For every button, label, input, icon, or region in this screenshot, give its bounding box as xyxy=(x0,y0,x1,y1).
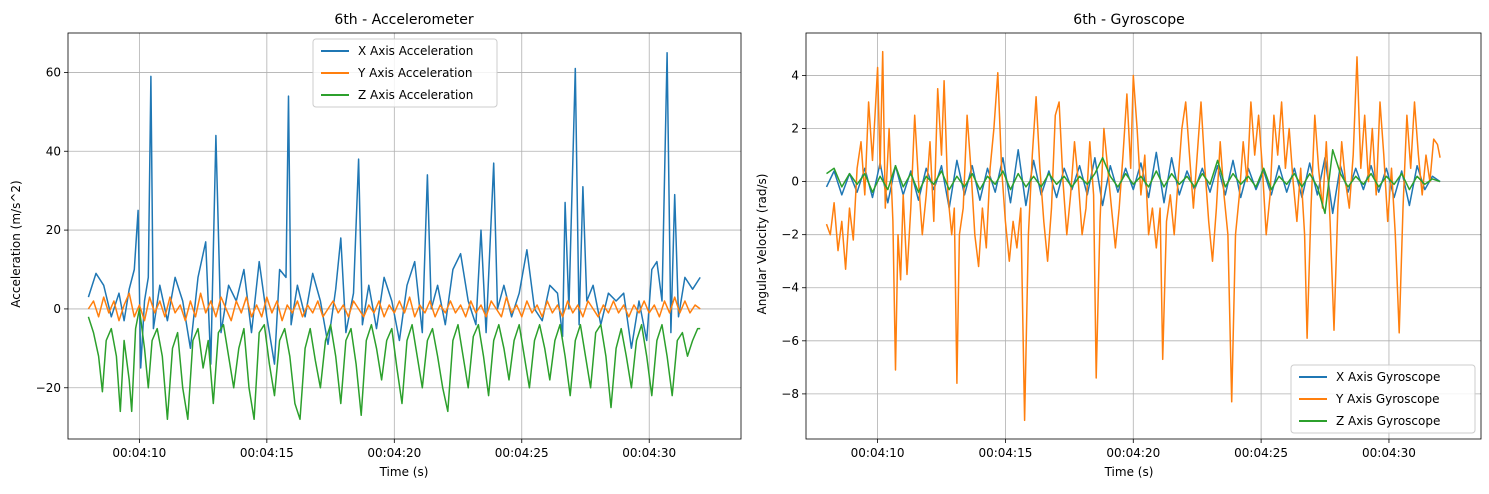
accelerometer-x-axis-label: Time (s) xyxy=(379,465,429,479)
accelerometer-series-group xyxy=(87,51,701,421)
gyroscope-legend-label: X Axis Gyroscope xyxy=(1336,370,1440,384)
accelerometer-chart-title: 6th - Accelerometer xyxy=(334,12,473,28)
gyroscope-y-axis-label: Angular Velocity (rad/s) xyxy=(755,174,769,315)
gyroscope-x-tick-label: 00:04:25 xyxy=(1234,446,1288,460)
gyroscope-series-line-3 xyxy=(826,149,1441,215)
gyroscope-y-tick-label: −6 xyxy=(781,334,799,348)
gyroscope-x-tick-label: 00:04:20 xyxy=(1106,446,1160,460)
gyroscope-legend: X Axis Gyroscope Y Axis Gyroscope Z Axis G… xyxy=(1290,364,1476,434)
accelerometer-x-tick-label: 00:04:10 xyxy=(112,446,166,460)
accelerometer-series-line-1 xyxy=(87,51,701,369)
accelerometer-y-tick-label: −20 xyxy=(36,381,61,395)
accelerometer-y-axis-label: Acceleration (m/s^2) xyxy=(9,180,23,307)
accelerometer-x-tick-label: 00:04:25 xyxy=(495,446,549,460)
gyroscope-y-tick-label: 4 xyxy=(791,68,799,82)
gyroscope-y-tick-label: −4 xyxy=(781,281,799,295)
gyroscope-chart-title: 6th - Gyroscope xyxy=(1073,12,1184,28)
gyroscope-series-line-2 xyxy=(825,50,1441,422)
accelerometer-ticks: 00:04:10 00:04:15 00:04:20 00:04:25 00:04:30… xyxy=(36,65,677,460)
accelerometer-x-tick-label: 00:04:30 xyxy=(622,446,676,460)
accelerometer-axes-frame xyxy=(67,32,742,440)
gyroscope-y-tick-label: −8 xyxy=(781,387,799,401)
gyroscope-x-tick-label: 00:04:15 xyxy=(978,446,1032,460)
accelerometer-x-tick-label: 00:04:20 xyxy=(367,446,421,460)
accelerometer-legend-label: Z Axis Acceleration xyxy=(358,88,473,102)
accelerometer-y-tick-label: 20 xyxy=(46,223,61,237)
gyroscope-y-tick-label: 2 xyxy=(791,122,799,136)
gyroscope-axes-frame xyxy=(805,32,1482,440)
gyroscope-series-group xyxy=(825,50,1441,422)
gyroscope-legend-box xyxy=(1290,364,1476,434)
gyroscope-y-tick-label: 0 xyxy=(791,175,799,189)
accelerometer-series-line-2 xyxy=(87,292,701,322)
gyroscope-legend-label: Z Axis Gyroscope xyxy=(1336,414,1440,428)
accelerometer-x-tick-label: 00:04:15 xyxy=(240,446,294,460)
accelerometer-panel: 6th - Accelerometer Time (s) Acceleratio… xyxy=(9,12,742,479)
gyroscope-x-tick-label: 00:04:10 xyxy=(851,446,905,460)
gyroscope-x-tick-label: 00:04:30 xyxy=(1362,446,1416,460)
gyroscope-legend-label: Y Axis Gyroscope xyxy=(1335,392,1439,406)
accelerometer-legend-box xyxy=(312,38,498,108)
gyroscope-ticks: 00:04:10 00:04:15 00:04:20 00:04:25 00:04:30… xyxy=(781,68,1416,460)
gyroscope-panel: 6th - Gyroscope Time (s) Angular Velocit… xyxy=(755,12,1482,479)
accelerometer-y-tick-label: 40 xyxy=(46,144,61,158)
accelerometer-y-tick-label: 60 xyxy=(46,65,61,79)
gyroscope-series-line-1 xyxy=(825,149,1441,215)
accelerometer-legend-label: X Axis Acceleration xyxy=(358,44,473,58)
accelerometer-legend: X Axis Acceleration Y Axis Acceleration Z … xyxy=(312,38,498,108)
gyroscope-y-tick-label: −2 xyxy=(781,228,799,242)
gyroscope-x-axis-label: Time (s) xyxy=(1104,465,1154,479)
accelerometer-y-tick-label: 0 xyxy=(53,302,61,316)
accelerometer-series-line-3 xyxy=(87,308,701,421)
accelerometer-legend-label: Y Axis Acceleration xyxy=(357,66,472,80)
